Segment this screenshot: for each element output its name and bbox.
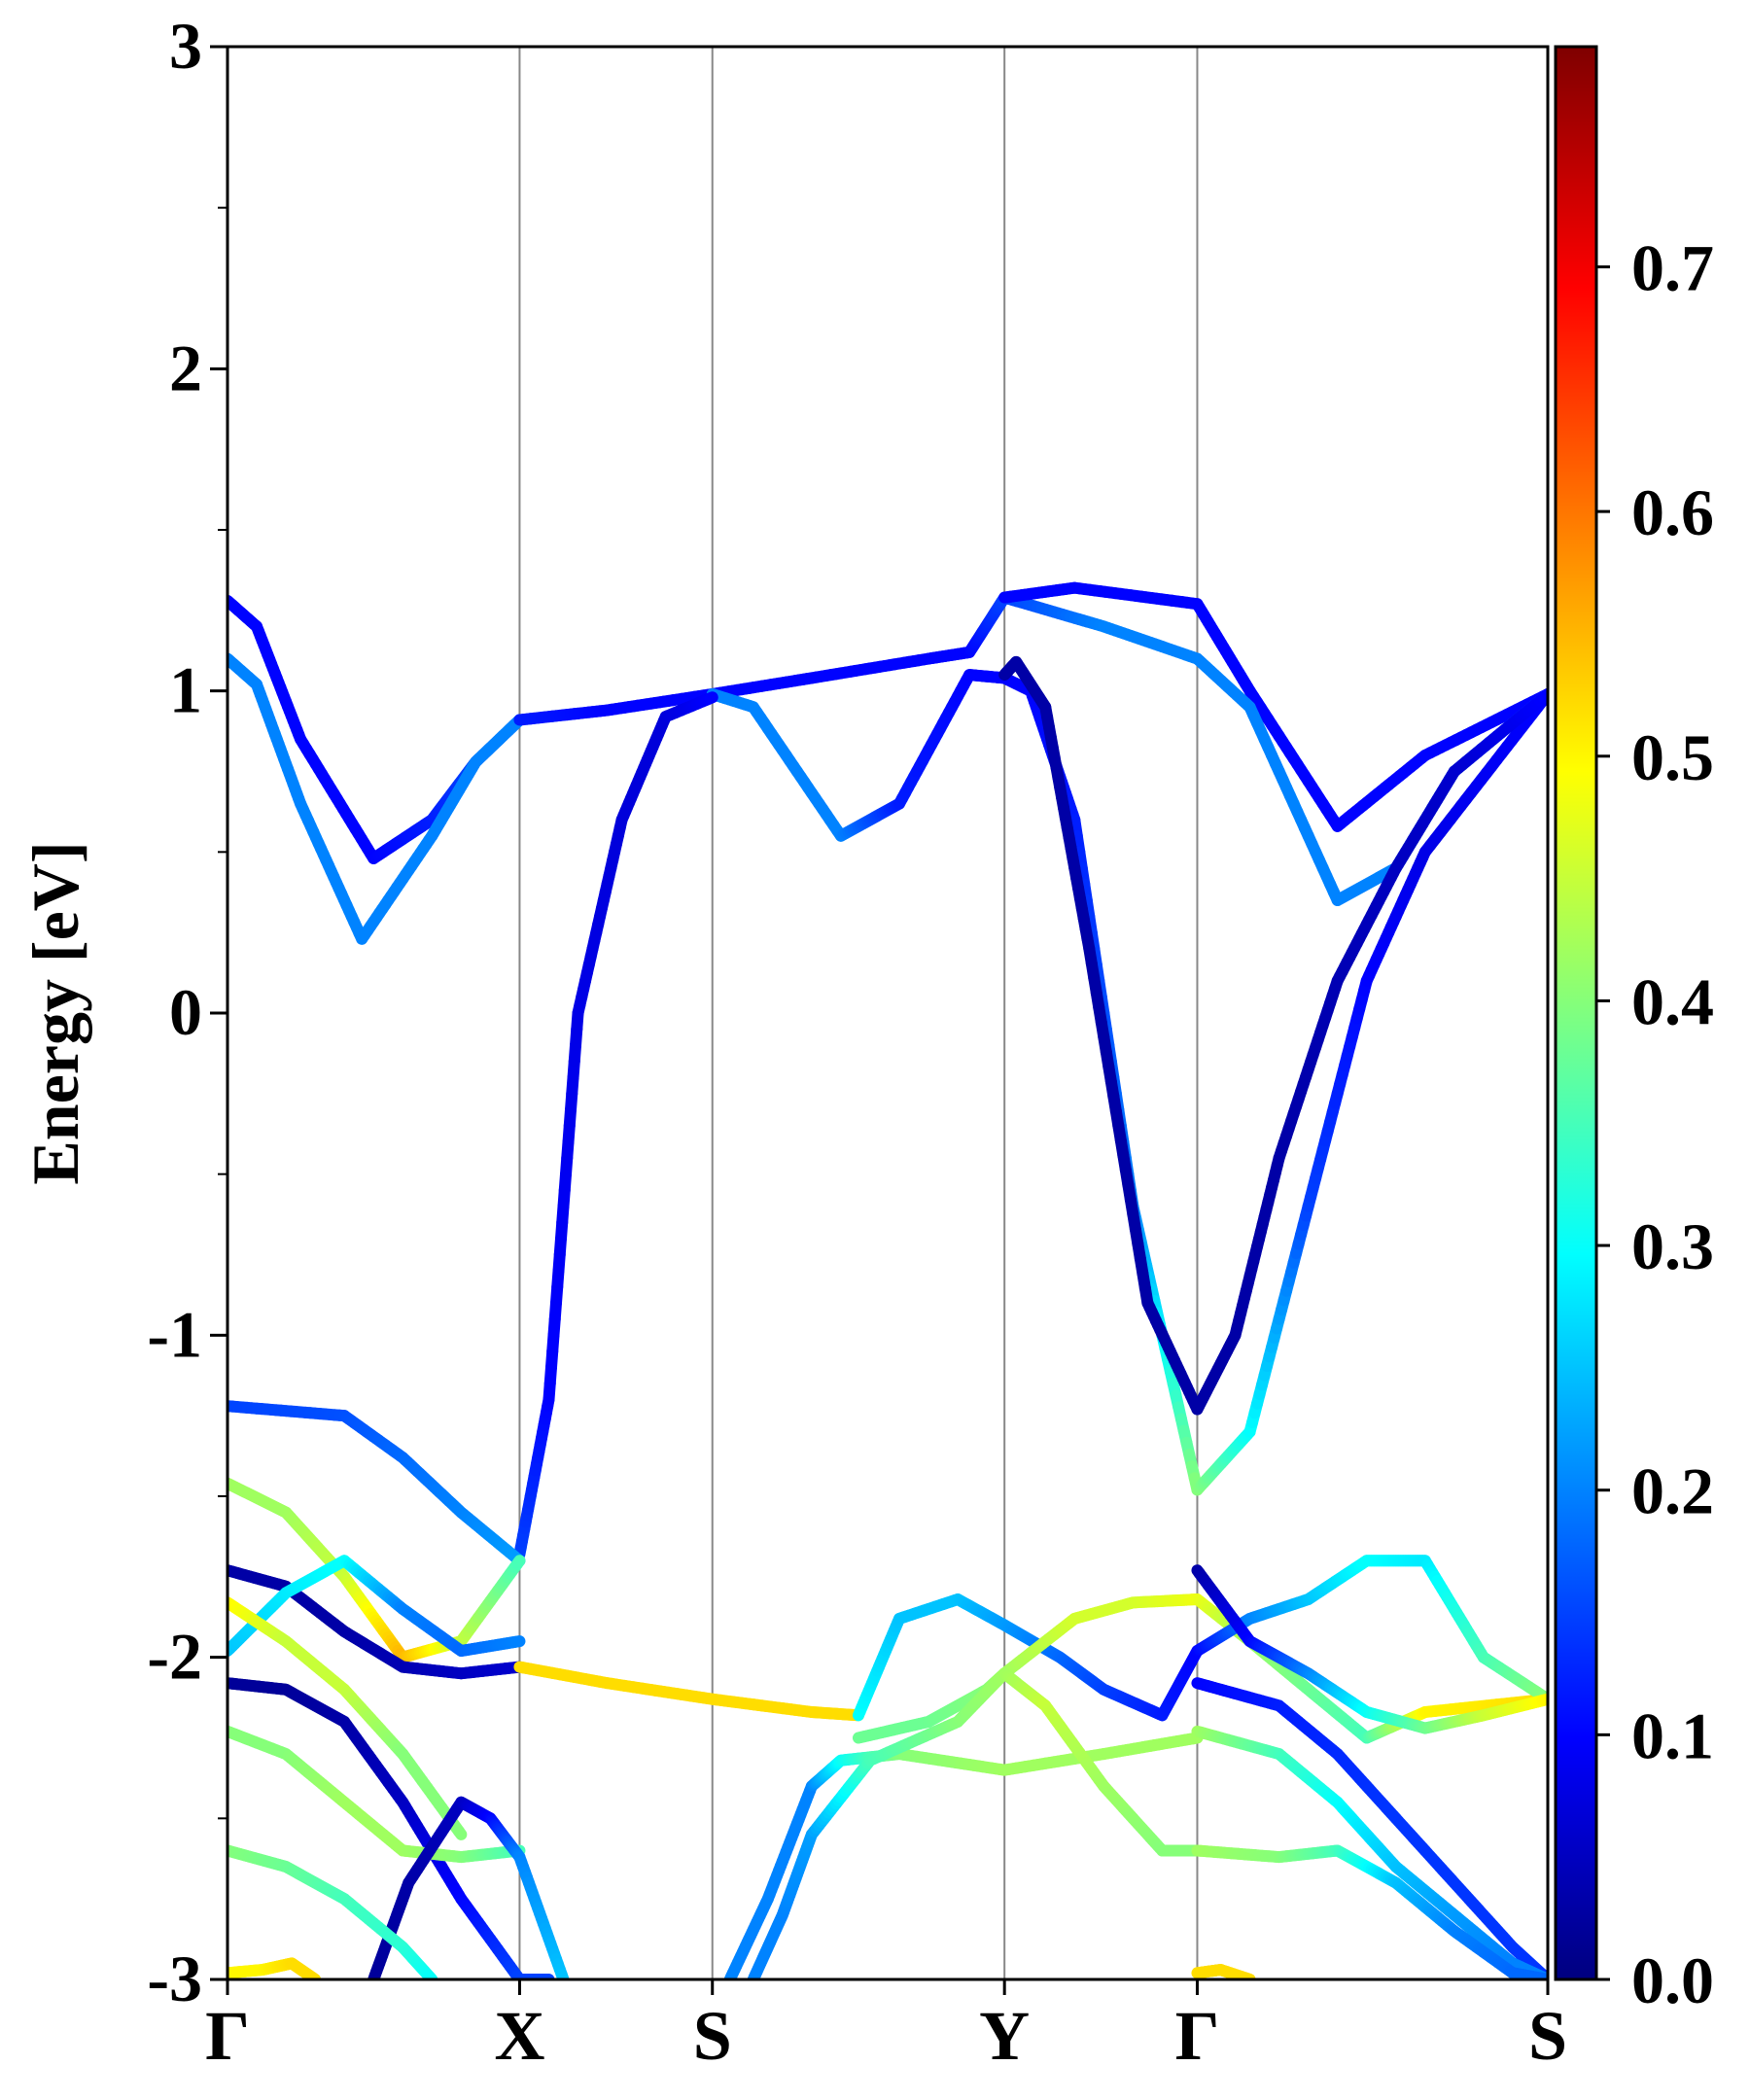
y-axis-label: Energy [eV]	[18, 841, 92, 1184]
x-tick-label: S	[1528, 1997, 1567, 2075]
band-line	[228, 652, 526, 945]
band-line	[1191, 1725, 1548, 1979]
band-line	[747, 1667, 1204, 1979]
band-line	[228, 1725, 526, 1864]
band-line	[706, 669, 1011, 842]
colorbar-tick-label: 0.4	[1631, 964, 1714, 1038]
band-segment	[704, 691, 718, 705]
colorbar-tick-label: 0.2	[1631, 1454, 1714, 1528]
colorbar-tick-label: 0.6	[1631, 475, 1714, 549]
y-tick-label: 1	[169, 653, 202, 727]
x-tick-label: Γ	[205, 1997, 250, 2075]
y-tick-label: -2	[147, 1620, 202, 1694]
band-line	[228, 1555, 526, 1658]
y-tick-label: 0	[169, 975, 202, 1049]
y-tick-label: -1	[147, 1297, 202, 1371]
colorbar-tick-label: 0.3	[1631, 1209, 1714, 1283]
colorbar-tick-label: 0.5	[1631, 720, 1714, 794]
y-tick-label: 2	[169, 331, 202, 404]
band-segment	[510, 1555, 526, 1570]
band-line	[1191, 1844, 1548, 1979]
band-line	[998, 672, 1548, 1496]
band-line	[228, 1844, 438, 1979]
band-line	[228, 1400, 526, 1567]
y-axis: 3 2 1 0 -1 -2 -3	[147, 9, 228, 2015]
band-line	[998, 655, 1548, 1416]
band-line	[228, 1957, 322, 1979]
plot-frame	[226, 45, 1550, 1981]
band-segment	[1187, 1732, 1204, 1745]
band-line	[228, 1677, 555, 1979]
x-tick-label: X	[494, 1997, 544, 2075]
band-line	[1191, 1555, 1548, 1705]
x-tick-label: Y	[979, 1997, 1030, 2075]
band-line	[513, 691, 718, 1560]
band-line	[228, 1564, 526, 1680]
y-tick-label: 3	[169, 9, 202, 83]
band-segment	[452, 1825, 468, 1840]
band-lines	[228, 581, 1548, 1979]
colorbar-tick-label: 0.1	[1631, 1698, 1714, 1772]
band-line	[513, 1661, 864, 1722]
x-tick-label: Γ	[1175, 1997, 1220, 2075]
y-tick-label: -3	[147, 1942, 202, 2015]
x-tick-label: S	[693, 1997, 732, 2075]
band-line	[1191, 1564, 1548, 1734]
colorbar-tick-label: 0.0	[1631, 1943, 1714, 2017]
colorbar: 0.0 0.1 0.2 0.3 0.4 0.5 0.6 0.7	[1554, 45, 1714, 2017]
band-line	[513, 591, 1204, 726]
band-line	[1191, 1677, 1548, 1979]
colorbar-gradient	[1554, 45, 1598, 1981]
band-line	[998, 581, 1548, 832]
colorbar-tick-label: 0.7	[1631, 230, 1714, 304]
